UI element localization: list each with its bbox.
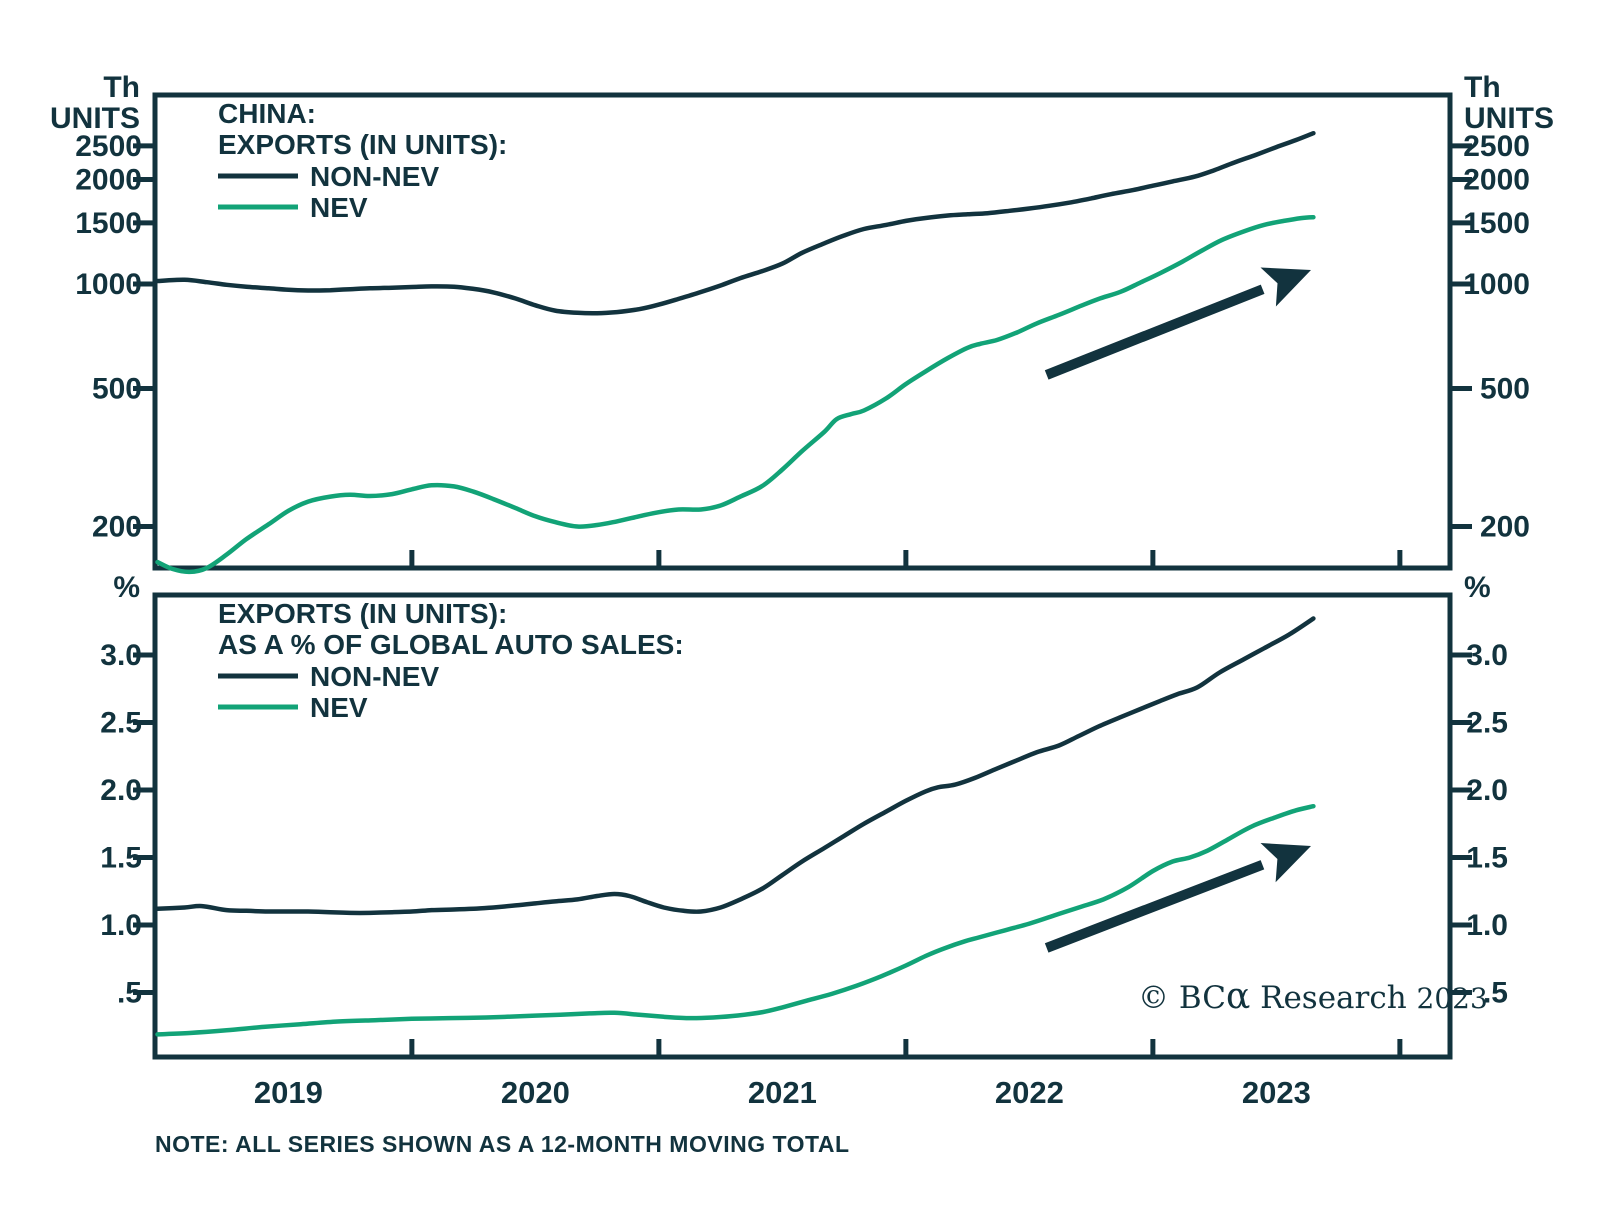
percent-ytick-label-left: 2.0 [100, 774, 142, 807]
units-unit-label-right: Th [1464, 71, 1501, 104]
percent-panel-frame [152, 592, 1453, 1060]
percent-ytick-label-right: 2.5 [1466, 707, 1508, 740]
xtick-year-label: 2021 [748, 1075, 817, 1110]
copyright: © BCα Research 2023 [1138, 976, 1488, 1017]
percent-ytick-label-left: 2.5 [100, 707, 142, 740]
percent-legend-title: EXPORTS (IN UNITS): [218, 598, 507, 629]
percent-legend-label-nev: NEV [310, 692, 368, 723]
units-legend-title: CHINA: [218, 98, 316, 129]
units-ytick-label-left: 500 [92, 372, 142, 405]
units-line-non-nev [155, 130, 1316, 316]
percent-trend-arrow-shaft [1044, 860, 1265, 953]
units-ytick-label-right: 500 [1480, 372, 1530, 405]
xtick-year-label: 2019 [254, 1075, 323, 1110]
units-legend-label-non-nev: NON-NEV [310, 161, 439, 192]
units-legend-label-nev: NEV [310, 192, 368, 223]
units-unit-label-right: UNITS [1464, 102, 1554, 135]
percent-ytick-label-left: .5 [117, 977, 142, 1010]
xtick-year-label: 2022 [995, 1075, 1064, 1110]
units-ytick-label-right: 200 [1480, 511, 1530, 544]
xtick-year-label: 2023 [1242, 1075, 1311, 1110]
percent-unit-label-left: % [113, 571, 140, 604]
footnote: NOTE: ALL SERIES SHOWN AS A 12-MONTH MOV… [155, 1131, 850, 1157]
units-ytick-label-right: 1000 [1463, 268, 1530, 301]
units-ytick-label-left: 200 [92, 511, 142, 544]
units-line-nev [155, 214, 1316, 575]
percent-line-non-nev [155, 616, 1316, 916]
percent-ytick-label-left: 1.0 [100, 909, 142, 942]
xtick-year-label: 2020 [501, 1075, 570, 1110]
units-trend-arrow-shaft [1044, 284, 1265, 380]
percent-ytick-label-right: 1.5 [1466, 842, 1508, 875]
units-ytick-label-right: 2500 [1463, 130, 1530, 163]
percent-trend-arrow-head [1260, 843, 1311, 883]
units-trend-arrow-head [1260, 267, 1311, 307]
percent-legend-label-non-nev: NON-NEV [310, 661, 439, 692]
units-ytick-label-right: 2000 [1463, 164, 1530, 197]
units-ytick-label-right: 1500 [1463, 207, 1530, 240]
percent-ytick-label-right: 3.0 [1466, 639, 1508, 672]
units-legend-title: EXPORTS (IN UNITS): [218, 129, 507, 160]
units-ytick-label-left: 2000 [75, 164, 142, 197]
percent-ytick-label-left: 3.0 [100, 639, 142, 672]
units-unit-label-left: Th [103, 71, 140, 104]
units-ytick-label-left: 1000 [75, 268, 142, 301]
units-unit-label-left: UNITS [50, 102, 140, 135]
units-ytick-label-left: 2500 [75, 130, 142, 163]
percent-ytick-label-right: 2.0 [1466, 774, 1508, 807]
units-ytick-label-left: 1500 [75, 207, 142, 240]
percent-ytick-label-left: 1.5 [100, 842, 142, 875]
percent-legend-title: AS A % OF GLOBAL AUTO SALES: [218, 629, 684, 660]
units-panel-frame [152, 92, 1453, 571]
percent-ytick-label-right: 1.0 [1466, 909, 1508, 942]
percent-line-nev [155, 803, 1316, 1037]
percent-ytick-label-right: .5 [1483, 977, 1508, 1010]
percent-unit-label-right: % [1464, 571, 1491, 604]
